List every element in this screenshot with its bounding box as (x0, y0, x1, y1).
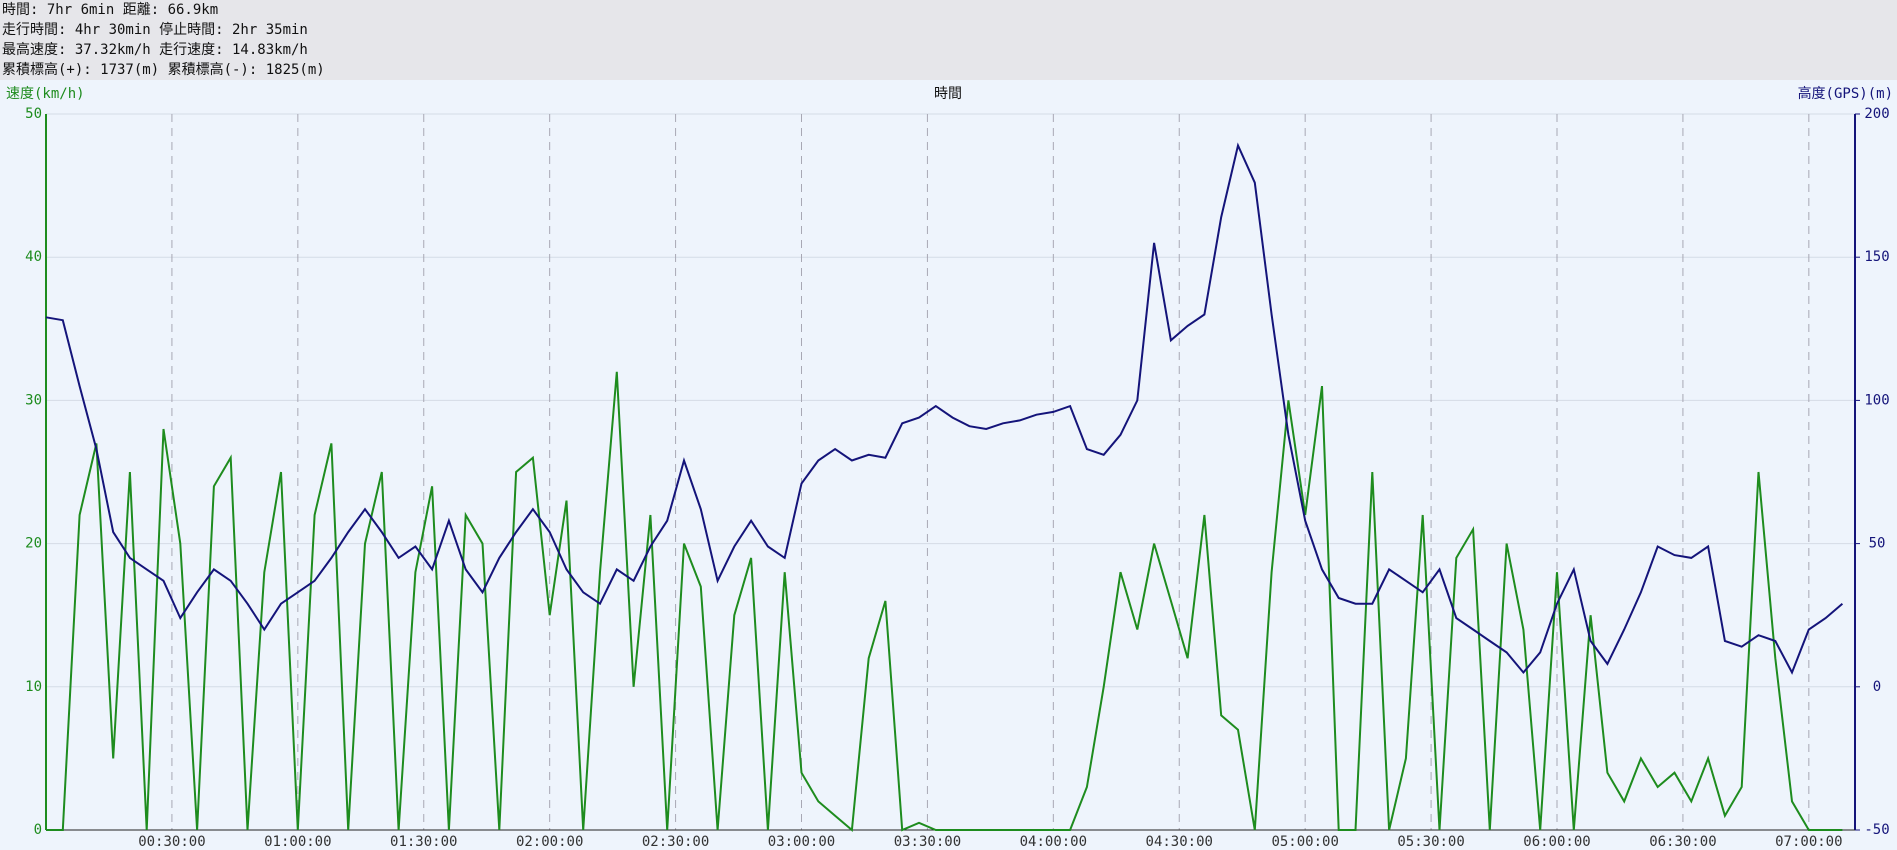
x-tick-label: 05:00:00 (1271, 834, 1338, 850)
x-tick-label: 02:30:00 (642, 834, 709, 850)
y-tick-label: 30 (25, 392, 42, 408)
summary-line: 最高速度: 37.32km/h 走行速度: 14.83km/h (2, 42, 308, 58)
y2-tick-label: 0 (1873, 679, 1881, 695)
chart: 速度(km/h) 時間 高度(GPS)(m) 0 10 20 30 40 50 -50 0 50… (6, 85, 1893, 850)
x-tick-label: 03:00:00 (768, 834, 835, 850)
x-tick-label: 03:30:00 (894, 834, 961, 850)
x-tick-label: 01:00:00 (264, 834, 331, 850)
y-tick-label: 20 (25, 536, 42, 552)
x-tick-label: 05:30:00 (1397, 834, 1464, 850)
x-tick-label: 06:30:00 (1649, 834, 1716, 850)
y-axis-label: 速度(km/h) (6, 86, 85, 102)
y2-tick-label: 150 (1864, 249, 1889, 265)
summary-line: 走行時間: 4hr 30min 停止時間: 2hr 35min (2, 22, 308, 38)
x-tick-label: 04:30:00 (1146, 834, 1213, 850)
series-line (46, 371, 1843, 833)
x-tick-label: 00:30:00 (138, 834, 205, 850)
x-tick-label: 07:00:00 (1775, 834, 1842, 850)
x-tick-label: 04:00:00 (1020, 834, 1087, 850)
y2-axis-label: 高度(GPS)(m) (1798, 85, 1893, 102)
y2-tick-label: 50 (1869, 536, 1886, 552)
y2-tick-label: -50 (1864, 822, 1889, 838)
y-tick-label: 10 (25, 679, 42, 695)
y2-tick-label: 100 (1864, 392, 1889, 408)
summary-line: 累積標高(+): 1737(m) 累積標高(-): 1825(m) (2, 62, 325, 78)
x-tick-label: 01:30:00 (390, 834, 457, 850)
x-tick-label: 02:00:00 (516, 834, 583, 850)
y-tick-label: 50 (25, 106, 42, 122)
series-line (45, 142, 1844, 675)
summary-header: 時間: 7hr 6min 距離: 66.9km 走行時間: 4hr 30min … (0, 0, 1897, 80)
x-tick-label: 06:00:00 (1523, 834, 1590, 850)
x-axis-label: 時間 (934, 86, 962, 102)
summary-line: 時間: 7hr 6min 距離: 66.9km (2, 2, 219, 18)
y-tick-label: 40 (25, 249, 42, 265)
y2-tick-label: 200 (1864, 106, 1889, 122)
y-tick-label: 0 (34, 822, 42, 838)
